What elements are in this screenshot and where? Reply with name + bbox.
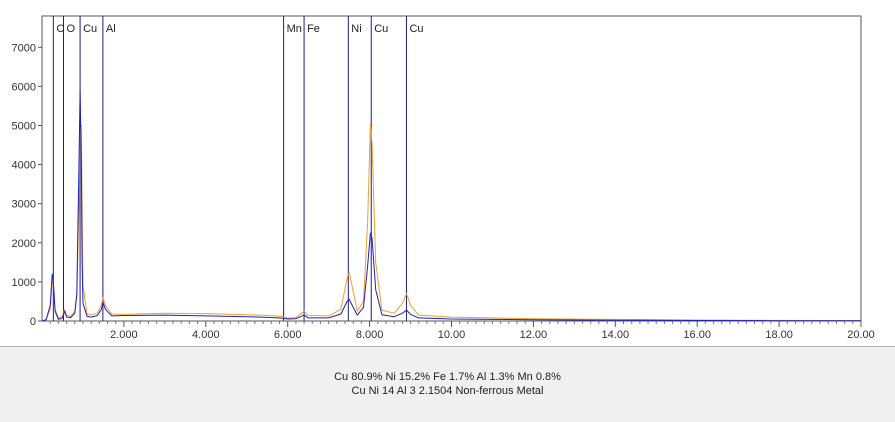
x-tick-label: 12.00 xyxy=(520,329,548,341)
x-tick-label: 6.000 xyxy=(274,329,302,341)
element-marker-label: Cu xyxy=(374,23,388,35)
spectrum-series-line xyxy=(41,123,862,322)
info-panel: Cu 80.9% Ni 15.2% Fe 1.7% Al 1.3% Mn 0.8… xyxy=(0,346,895,422)
x-tick-label: 4.000 xyxy=(192,329,220,341)
x-tick-label: 14.00 xyxy=(602,329,630,341)
element-marker-label: O xyxy=(66,23,75,35)
y-tick-label: 3000 xyxy=(12,199,36,211)
element-marker-label: Fe xyxy=(307,23,320,35)
element-marker-label: C xyxy=(56,23,64,35)
x-tick-label: 20.00 xyxy=(847,329,875,341)
y-tick-label: 2000 xyxy=(12,238,36,250)
y-tick-label: 6000 xyxy=(12,81,36,93)
x-tick-label: 18.00 xyxy=(765,329,793,341)
element-marker-label: Cu xyxy=(83,23,97,35)
spectrum-series-line xyxy=(41,89,862,322)
y-tick-label: 5000 xyxy=(12,120,36,132)
x-tick-label: 10.00 xyxy=(438,329,466,341)
element-marker-label: Ni xyxy=(351,23,361,35)
sample-description: Cu Ni 14 Al 3 2.1504 Non-ferrous Metal xyxy=(351,385,544,397)
spectrum-chart: C O Cu Al Mn Fe Ni Cu Cu 0 1000 2000 3000 4000 5000 600… xyxy=(11,15,875,341)
y-tick-label: 0 xyxy=(30,316,36,328)
x-tick-label: 16.00 xyxy=(683,329,711,341)
element-marker-label: Al xyxy=(106,23,116,35)
spectrum-plot-svg: C O Cu Al Mn Fe Ni Cu Cu 0 1000 2000 3000 4000 5000 600… xyxy=(12,15,875,341)
composition-text: Cu 80.9% Ni 15.2% Fe 1.7% Al 1.3% Mn 0.8… xyxy=(334,371,561,383)
plot-frame xyxy=(41,15,862,322)
x-tick-label: 2.000 xyxy=(110,329,138,341)
element-marker-label: Mn xyxy=(287,23,302,35)
y-tick-label: 1000 xyxy=(12,277,36,289)
x-tick-label: 8.000 xyxy=(356,329,384,341)
y-tick-label: 4000 xyxy=(12,160,36,172)
y-tick-label: 7000 xyxy=(12,42,36,54)
element-marker-label: Cu xyxy=(409,23,423,35)
